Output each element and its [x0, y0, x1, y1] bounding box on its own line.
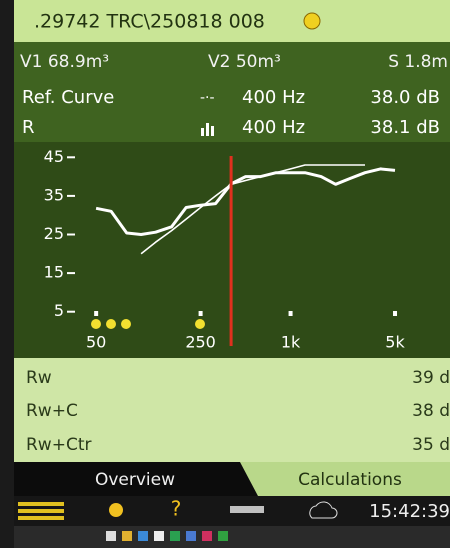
x-tick-label: 250 — [185, 333, 216, 352]
battery-icon — [230, 506, 264, 513]
file-title: .29742 TRC\250818 008 — [34, 11, 265, 33]
x-tick-mark — [393, 311, 397, 316]
r-label: R — [22, 117, 35, 138]
ref-curve-label: Ref. Curve — [22, 87, 114, 108]
result-value: 35 d — [412, 435, 450, 455]
tab-overview-label[interactable]: Overview — [95, 470, 175, 490]
x-tick-mark — [94, 311, 98, 316]
v1: V1 68.9m³ — [20, 52, 109, 72]
x-tick-mark — [199, 311, 203, 316]
result-value: 38 d — [412, 401, 450, 421]
v2: V2 50m³ — [208, 52, 281, 72]
s: S 1.8m — [388, 52, 448, 72]
result-label: Rw — [26, 368, 52, 388]
y-tick-label: 45 — [44, 147, 64, 166]
y-tick-label: 35 — [44, 185, 64, 204]
ref-level: 38.0 dB — [370, 87, 440, 108]
taskbar — [14, 526, 450, 548]
menu-icon[interactable] — [18, 502, 64, 520]
x-tick-label: 50 — [86, 333, 106, 352]
x-tick-label: 1k — [281, 333, 301, 352]
help-icon[interactable]: ? — [171, 497, 182, 521]
result-label: Rw+Ctr — [26, 435, 92, 455]
y-tick-label: 15 — [44, 263, 64, 282]
r-level: 38.1 dB — [370, 117, 440, 138]
y-tick-label: 5 — [54, 301, 64, 320]
r-frequency: 400 Hz — [242, 117, 305, 138]
result-label: Rw+C — [26, 401, 78, 421]
device-screen: .29742 TRC\250818 008 V1 68.9m³ V2 50m³ … — [0, 0, 450, 548]
smiley-icon — [304, 13, 320, 29]
tab-calculations-label[interactable]: Calculations — [298, 470, 402, 490]
x-tick-label: 5k — [385, 333, 405, 352]
ref-curve-symbol: -·- — [200, 90, 215, 106]
ref-frequency: 400 Hz — [242, 87, 305, 108]
x-tick-mark — [289, 311, 293, 316]
result-value: 39 d — [412, 368, 450, 388]
light-icon[interactable] — [109, 503, 123, 517]
clock: 15:42:39 — [369, 501, 450, 522]
y-tick-label: 25 — [44, 224, 64, 243]
